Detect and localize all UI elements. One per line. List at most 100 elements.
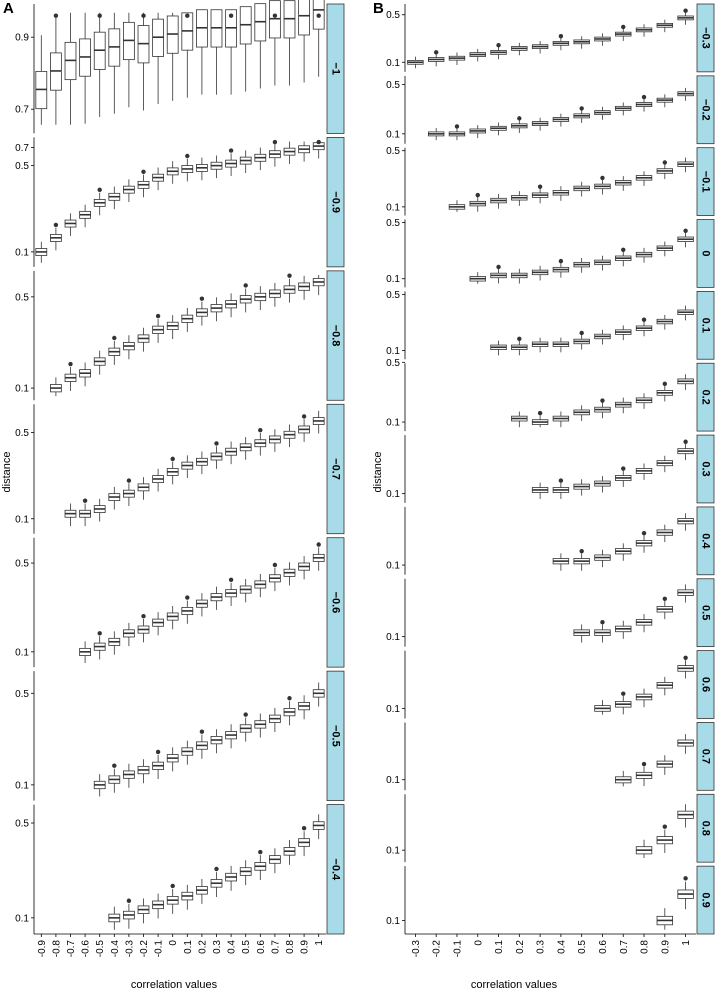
y-tick-label: 0.1 — [386, 346, 400, 357]
box-plot — [615, 543, 632, 561]
x-axis-label-b: correlation values — [471, 979, 558, 991]
box-plot — [35, 35, 48, 125]
box-plot — [196, 157, 208, 181]
box-plot — [239, 6, 252, 92]
box-outlier — [97, 13, 102, 18]
box-plot — [677, 734, 694, 754]
box-plot — [635, 688, 653, 708]
x-tick-label: 0.6 — [598, 940, 609, 954]
box-plot — [225, 577, 237, 606]
box-plot — [254, 849, 267, 881]
box-plot — [269, 0, 281, 86]
box-plot — [93, 12, 106, 118]
box-plot — [615, 770, 632, 787]
box-plot — [552, 478, 570, 499]
box-plot — [283, 424, 296, 448]
box-plot — [108, 186, 121, 210]
box-plot — [254, 427, 267, 456]
box-outlier — [600, 175, 605, 181]
box-plot — [573, 624, 590, 643]
box-outlier — [228, 148, 234, 153]
y-tick-label: 0.1 — [386, 775, 400, 786]
box-plot — [166, 315, 179, 340]
box-outlier — [537, 184, 543, 189]
box-outlier — [170, 883, 175, 889]
box-plot — [635, 94, 653, 112]
x-tick-label: 0.4 — [227, 940, 238, 954]
facet-strip — [696, 865, 715, 935]
box-outlier — [272, 562, 278, 568]
box-plot — [298, 141, 310, 162]
box-plot — [254, 147, 267, 171]
box-plot — [573, 405, 590, 421]
box-plot — [196, 9, 208, 95]
facet-strip-label: 0 — [700, 250, 712, 256]
box-plot — [152, 612, 164, 636]
facet-strip — [696, 506, 715, 576]
box-plot — [35, 241, 48, 263]
facet: 0.1 0.5 −0.2 — [386, 75, 715, 145]
y-tick-label: 0.5 — [386, 146, 400, 157]
y-tick-label: 0.1 — [386, 846, 400, 857]
box-plot — [225, 441, 237, 465]
box-plot — [225, 148, 237, 177]
facet-strip — [326, 403, 345, 535]
box-plot — [166, 606, 179, 630]
x-tick-label: 1 — [681, 940, 692, 946]
facet-strip-label: 0.1 — [700, 318, 712, 333]
box-plot — [511, 42, 528, 56]
box-plot — [239, 283, 252, 313]
box-plot — [181, 307, 194, 332]
box-outlier — [68, 361, 73, 367]
facet-strip-label: −0.1 — [700, 171, 712, 193]
facet-strip-label: 0.2 — [700, 390, 712, 405]
box-outlier — [214, 441, 219, 446]
box-plot — [511, 191, 528, 206]
box-plot — [312, 682, 325, 707]
box-plot — [283, 562, 296, 586]
panel-a: 0.7 0.9 −1 0.1 0.5 0.7 −0.9 0.1 0.5 −0.8 0.1 0.5 −0.… — [15, 0, 345, 958]
box-outlier — [641, 530, 647, 536]
box-plot — [677, 876, 694, 910]
box-plot — [137, 169, 150, 198]
box-outlier — [258, 849, 263, 855]
box-plot — [254, 3, 267, 89]
box-outlier — [662, 596, 668, 602]
box-plot — [677, 374, 694, 390]
x-tick-label: 1 — [314, 940, 325, 946]
panel-label-b: B — [373, 0, 384, 17]
box-plot — [108, 906, 121, 930]
box-plot — [656, 381, 674, 402]
box-plot — [181, 595, 194, 624]
x-tick-label: -0.3 — [411, 940, 422, 958]
box-plot — [407, 56, 424, 69]
box-plot — [312, 275, 325, 296]
box-plot — [210, 441, 223, 469]
y-tick-label: 0.5 — [15, 428, 29, 439]
box-outlier — [316, 139, 321, 145]
y-tick-label: 0.1 — [386, 489, 400, 500]
y-tick-label: 0.5 — [386, 218, 400, 229]
x-tick-label: 0.1 — [494, 940, 505, 954]
box-plot — [64, 12, 77, 125]
box-plot — [656, 908, 674, 930]
box-plot — [269, 848, 281, 874]
box-plot — [448, 52, 466, 66]
x-tick-label: -0.8 — [51, 940, 62, 958]
box-plot — [552, 113, 570, 127]
box-plot — [108, 763, 121, 793]
box-plot — [615, 620, 632, 639]
box-plot — [615, 247, 632, 267]
box-plot — [594, 33, 611, 46]
box-outlier — [683, 228, 688, 233]
box-plot — [79, 498, 91, 527]
box-outlier — [155, 313, 161, 319]
box-plot — [181, 12, 194, 98]
x-tick-label: -0.1 — [452, 940, 463, 958]
facet: 0.1 0.5 −0.3 — [386, 3, 715, 73]
facet: 0.1 0.5 −0.1 — [386, 146, 715, 216]
panel-label-a: A — [3, 0, 14, 17]
y-tick-label: 0.5 — [15, 819, 29, 830]
facet: 0.1 0.5 −0.6 — [15, 537, 345, 668]
box-plot — [64, 503, 77, 527]
